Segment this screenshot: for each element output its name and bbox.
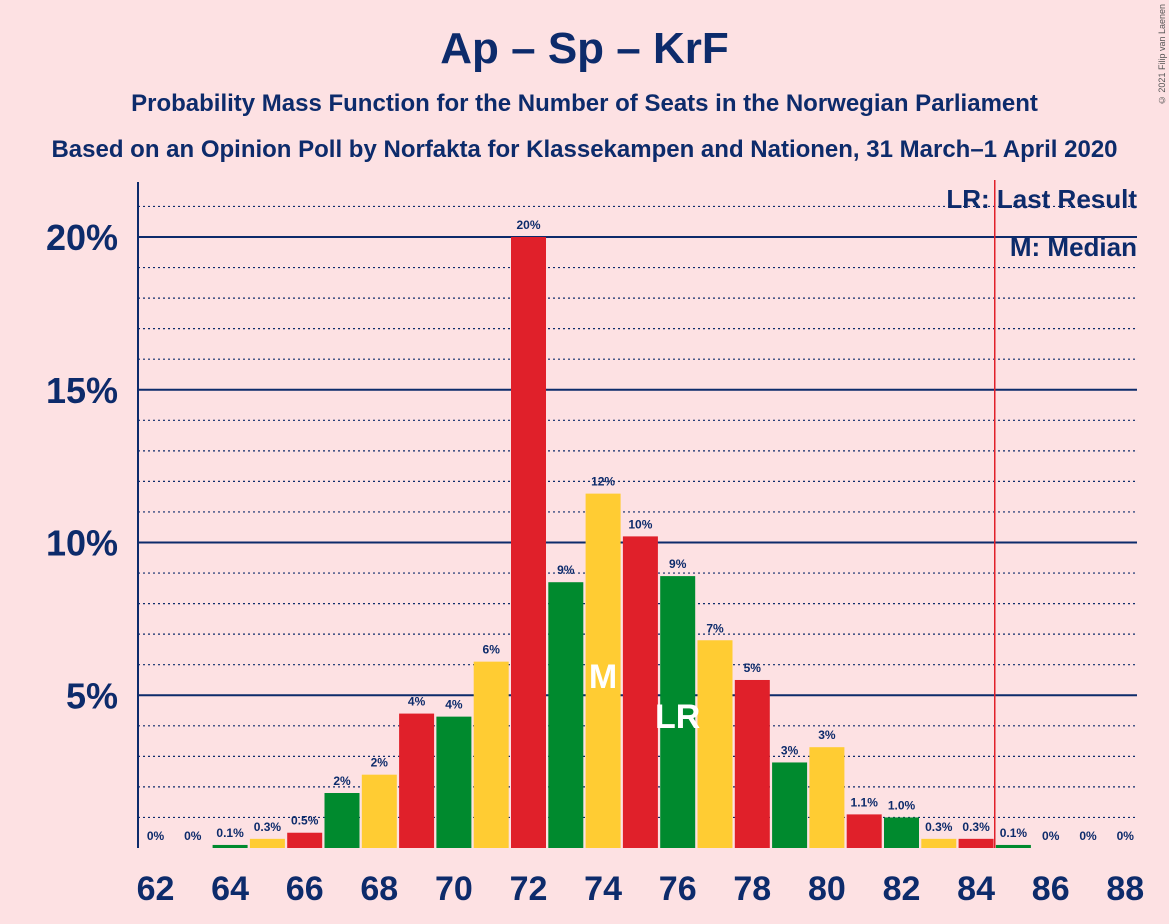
x-tick-label: 66 — [286, 870, 324, 908]
bar-seat-84 — [958, 838, 994, 848]
bar-seat-69 — [399, 713, 435, 848]
x-tick-label: 62 — [137, 870, 175, 908]
bar-seat-67 — [324, 793, 360, 848]
data-label: 6% — [483, 643, 501, 657]
x-tick-label: 64 — [211, 870, 249, 908]
data-label: 9% — [557, 563, 575, 577]
data-label: 0.1% — [216, 826, 244, 840]
x-tick-label: 70 — [435, 870, 473, 908]
data-label: 2% — [371, 756, 389, 770]
data-label: 4% — [408, 695, 426, 709]
data-label: 3% — [781, 743, 799, 757]
data-label: 1.0% — [888, 798, 916, 812]
bar-seat-66 — [287, 832, 323, 848]
data-label: 1.1% — [851, 795, 879, 809]
bar-seat-72 — [511, 237, 546, 848]
x-tick-label: 86 — [1032, 870, 1070, 908]
x-tick-label: 76 — [659, 870, 697, 908]
x-tick-label: 72 — [510, 870, 548, 908]
x-tick-label: 74 — [584, 870, 622, 908]
y-tick-label: 15% — [46, 370, 118, 411]
data-label: 9% — [669, 557, 687, 571]
data-label: 0.5% — [291, 814, 319, 828]
x-tick-label: 82 — [883, 870, 921, 908]
bar-seat-83 — [921, 838, 957, 848]
data-label: 0% — [1117, 829, 1135, 843]
bar-seat-64 — [212, 844, 248, 848]
chart-title: Ap – Sp – KrF — [440, 24, 729, 73]
bar-seat-74 — [585, 493, 621, 848]
bar-seat-73 — [548, 582, 584, 848]
y-tick-label: 10% — [46, 523, 118, 564]
bar-seat-70 — [436, 716, 472, 848]
data-label: 4% — [445, 698, 463, 712]
bar-seat-79 — [772, 762, 808, 848]
data-label: 0% — [1079, 829, 1097, 843]
bar-seat-68 — [361, 774, 397, 848]
median-marker: M — [589, 658, 617, 696]
y-tick-label: 20% — [46, 217, 118, 258]
data-label: 2% — [333, 774, 351, 788]
data-label: 5% — [744, 661, 762, 675]
bar-seat-80 — [809, 747, 845, 848]
data-label: 7% — [706, 621, 724, 635]
bar-seat-76 — [660, 576, 696, 848]
data-label: 3% — [818, 728, 836, 742]
data-label: 0.3% — [254, 820, 282, 834]
data-label: 0% — [147, 829, 165, 843]
y-tick-label: 5% — [66, 675, 118, 716]
data-label: 0.3% — [925, 820, 953, 834]
chart-subtitle: Probability Mass Function for the Number… — [131, 90, 1038, 117]
data-label: 12% — [591, 475, 615, 489]
x-tick-label: 68 — [360, 870, 398, 908]
bar-seat-85 — [995, 844, 1031, 848]
last-result-marker: LR — [655, 698, 700, 736]
bar-seat-82 — [884, 817, 919, 848]
bar-seat-77 — [697, 640, 733, 848]
x-tick-label: 80 — [808, 870, 846, 908]
bar-seat-81 — [846, 814, 882, 848]
data-label: 0.1% — [1000, 826, 1028, 840]
bar-seat-71 — [473, 661, 509, 848]
x-tick-label: 78 — [733, 870, 771, 908]
bar-seat-65 — [249, 838, 285, 848]
bar-seat-75 — [622, 536, 658, 848]
legend-median: M: Median — [1009, 232, 1137, 262]
chart-subtitle-source: Based on an Opinion Poll by Norfakta for… — [51, 136, 1118, 163]
data-label: 0% — [1042, 829, 1060, 843]
data-label: 0% — [184, 829, 202, 843]
data-label: 10% — [628, 517, 652, 531]
legend-last-result: LR: Last Result — [946, 184, 1137, 214]
bar-seat-78 — [734, 679, 770, 848]
x-tick-label: 84 — [957, 870, 995, 908]
data-label: 0.3% — [962, 820, 990, 834]
data-label: 20% — [516, 218, 540, 232]
x-tick-label: 88 — [1106, 870, 1144, 908]
